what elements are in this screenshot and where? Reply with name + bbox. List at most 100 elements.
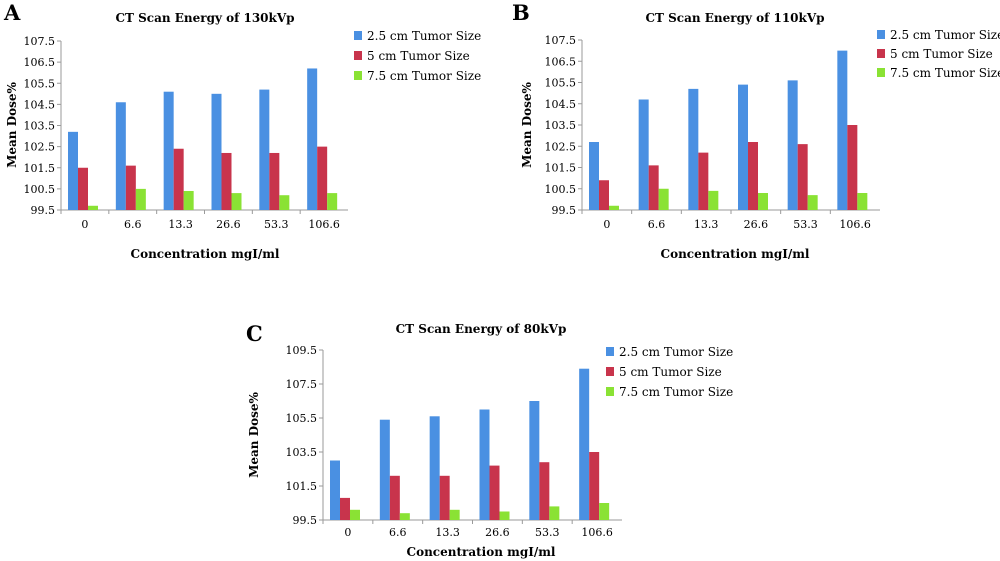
legend: 2.5 cm Tumor Size 5 cm Tumor Size 7.5 cm T… [606, 345, 733, 399]
x-tick-label: 13.3 [435, 526, 460, 539]
x-tick-label: 6.6 [389, 526, 407, 539]
y-tick-label: 102.5 [24, 141, 56, 154]
y-tick-label: 99.5 [31, 204, 56, 217]
y-tick-label: 104.5 [24, 98, 56, 111]
chart-panel-a: A CT Scan Energy of 130kVp 99.5 100.5 101.5 1… [3, 0, 481, 261]
bar-7-5cm-26-6 [758, 193, 768, 210]
x-tick-label: 106.6 [581, 526, 613, 539]
bar-5cm-13-3 [439, 475, 450, 520]
bar-7-5cm-13-3 [183, 190, 194, 210]
y-tick-label: 100.5 [545, 183, 577, 196]
chart-title: CT Scan Energy of 110kVp [645, 11, 824, 25]
y-axis-label: Mean Dose% [5, 82, 19, 168]
bar-7-5cm-0 [609, 205, 619, 210]
x-tick-label: 53.3 [535, 526, 560, 539]
y-tick-label: 103.5 [24, 120, 56, 133]
bar-2-5cm-6-6 [115, 102, 126, 210]
legend-entry: 2.5 cm Tumor Size [367, 29, 481, 43]
bar-7-5cm-13-3 [708, 190, 719, 210]
x-tick-label: 53.3 [793, 218, 818, 231]
x-tick-label: 106.6 [308, 218, 340, 231]
legend-swatch [606, 367, 614, 376]
x-tick-label: 0 [81, 218, 88, 231]
bar-2-5cm-106-6 [837, 50, 848, 210]
y-tick-label: 99.5 [552, 204, 577, 217]
bar-2-5cm-106-6 [307, 68, 318, 211]
y-tick-label: 101.5 [24, 162, 56, 175]
x-tick-label: 13.3 [694, 218, 719, 231]
y-tick-label: 106.5 [545, 55, 577, 68]
x-tick-label: 13.3 [168, 218, 193, 231]
legend-entry: 5 cm Tumor Size [619, 365, 722, 379]
bar-7-5cm-13-3 [449, 509, 460, 520]
bar-5cm-0 [340, 497, 350, 520]
panel-letter: A [3, 0, 21, 25]
x-tick-label: 6.6 [124, 218, 142, 231]
y-tick-label: 99.5 [293, 514, 318, 527]
y-tick-label: 105.5 [545, 77, 577, 90]
bar-2-5cm-13-3 [688, 88, 699, 210]
legend-entry: 7.5 cm Tumor Size [619, 385, 733, 399]
chart-title: CT Scan Energy of 130kVp [115, 11, 294, 25]
y-tick-label: 100.5 [24, 183, 56, 196]
y-tick-label: 106.5 [24, 56, 56, 69]
y-axis-label: Mean Dose% [520, 82, 534, 168]
legend-entry: 7.5 cm Tumor Size [890, 66, 1000, 80]
bar-2-5cm-0 [330, 460, 340, 520]
chart-panel-b: B CT Scan Energy of 110kVp 99.5 100.5 101.5 1… [512, 0, 1000, 261]
bar-7-5cm-106-6 [599, 503, 610, 520]
x-axis-label: Concentration mgI/ml [407, 545, 556, 559]
y-tick-label: 105.5 [286, 412, 318, 425]
y-tick-label: 107.5 [545, 34, 577, 47]
bar-5cm-13-3 [173, 148, 184, 210]
x-tick-label: 6.6 [648, 218, 666, 231]
legend-entry: 7.5 cm Tumor Size [367, 69, 481, 83]
x-tick-label: 26.6 [216, 218, 241, 231]
chart-panel-c: C CT Scan Energy of 80kVp 99.5 101.5 103.5 10… [246, 321, 733, 559]
bar-5cm-26-6 [221, 152, 232, 210]
bar-7-5cm-106-6 [327, 193, 338, 210]
legend-entry: 5 cm Tumor Size [890, 47, 993, 61]
legend-swatch [354, 31, 362, 40]
bar-2-5cm-13-3 [163, 91, 174, 210]
bar-2-5cm-26-6 [211, 93, 222, 210]
bar-7-5cm-53-3 [807, 195, 818, 210]
legend-swatch [877, 30, 885, 39]
bar-2-5cm-26-6 [738, 84, 748, 210]
legend: 2.5 cm Tumor Size 5 cm Tumor Size 7.5 cm T… [877, 28, 1000, 80]
bar-5cm-26-6 [489, 465, 500, 520]
y-tick-label: 105.5 [24, 77, 56, 90]
bar-7-5cm-106-6 [857, 193, 868, 210]
bar-7-5cm-26-6 [499, 511, 510, 520]
bar-5cm-53-3 [269, 152, 280, 210]
bar-5cm-0 [78, 167, 88, 210]
bar-2-5cm-106-6 [579, 368, 590, 520]
y-tick-label: 102.5 [545, 140, 577, 153]
legend-swatch [606, 347, 614, 356]
bar-5cm-0 [599, 180, 609, 210]
bar-5cm-6-6 [125, 165, 136, 210]
bar-2-5cm-53-3 [787, 80, 798, 210]
panel-letter: C [246, 321, 263, 346]
panel-letter: B [512, 0, 530, 25]
bar-7-5cm-6-6 [135, 188, 146, 210]
legend-swatch [354, 51, 362, 60]
bar-7-5cm-53-3 [279, 195, 290, 210]
bar-5cm-6-6 [389, 475, 400, 520]
x-tick-label: 26.6 [485, 526, 510, 539]
bar-5cm-106-6 [847, 125, 858, 210]
legend-swatch [877, 68, 885, 77]
x-axis-label: Concentration mgI/ml [661, 247, 810, 261]
bar-5cm-53-3 [797, 144, 808, 210]
bar-2-5cm-6-6 [379, 419, 390, 520]
y-tick-label: 109.5 [286, 344, 318, 357]
bar-7-5cm-0 [350, 509, 360, 520]
chart-title: CT Scan Energy of 80kVp [396, 322, 567, 336]
y-tick-label: 101.5 [545, 162, 577, 175]
x-tick-label: 53.3 [264, 218, 289, 231]
bar-5cm-106-6 [317, 146, 328, 210]
bar-5cm-26-6 [748, 142, 758, 210]
legend-entry: 2.5 cm Tumor Size [890, 28, 1000, 42]
bar-2-5cm-53-3 [259, 89, 270, 210]
